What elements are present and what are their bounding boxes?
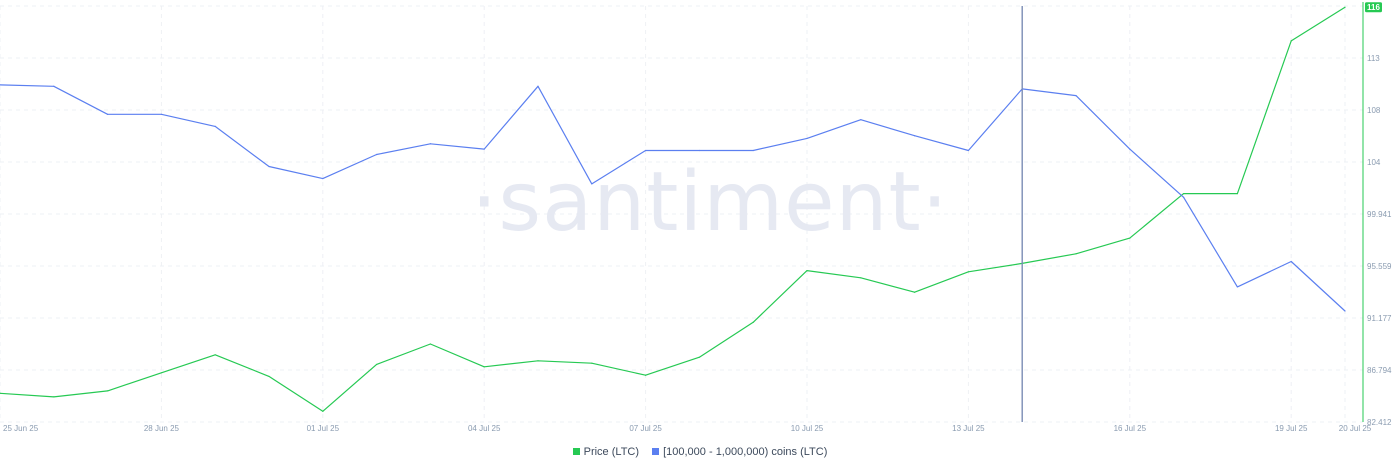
data-point-holders [806, 137, 808, 140]
data-point-holders [967, 149, 970, 152]
y-tick-label: 108 [1367, 106, 1381, 115]
data-point-holders [1075, 95, 1077, 97]
data-point-holders [860, 119, 862, 121]
data-point-holders [752, 149, 754, 152]
data-point-holders [1129, 148, 1131, 150]
current-price-badge: 116 [1365, 2, 1382, 13]
data-point-price [1129, 237, 1131, 239]
data-point-holders [429, 143, 431, 145]
data-point-holders [214, 125, 216, 127]
data-point-holders [322, 177, 324, 180]
x-tick-label: 13 Jul 25 [952, 424, 985, 433]
data-point-holders [376, 153, 378, 156]
data-point-price [914, 291, 916, 293]
y-tick-label: 95.559 [1367, 262, 1392, 271]
y-tick-label: 104 [1367, 158, 1381, 167]
data-point-holders [107, 113, 109, 115]
grid [0, 5, 1363, 423]
data-point-price [0, 392, 1, 394]
data-point-price [967, 271, 970, 273]
x-tick-label: 25 Jun 25 [3, 424, 39, 433]
data-point-holders [268, 165, 270, 168]
data-point-price [268, 375, 270, 378]
data-point-price [1344, 6, 1346, 8]
x-tick-label: 07 Jul 25 [629, 424, 662, 433]
data-point-price [322, 410, 324, 412]
legend: Price (LTC) [100,000 - 1,000,000) coins … [0, 446, 1400, 458]
data-point-holders [645, 149, 647, 152]
legend-swatch-price [572, 448, 580, 455]
current-price-badge-bg [1365, 2, 1382, 13]
data-point-price [860, 277, 862, 279]
y-tick-label: 86.794 [1367, 366, 1392, 375]
data-point-price [752, 321, 754, 323]
y-tick-label: 91.177 [1367, 314, 1392, 323]
data-point-price [806, 270, 808, 272]
data-point-price [698, 356, 701, 358]
y-tick-label: 82.412 [1367, 418, 1392, 427]
data-point-price [1183, 193, 1185, 195]
data-point-holders [591, 183, 593, 185]
data-point-price [591, 362, 593, 364]
data-point-price [1236, 193, 1238, 195]
data-point-price [53, 396, 55, 398]
legend-item-price[interactable]: Price (LTC) [572, 446, 640, 458]
legend-label-holders: [100,000 - 1,000,000) coins (LTC) [663, 446, 828, 458]
y-tick-label: 99.941 [1367, 210, 1392, 219]
data-point-price [483, 366, 485, 368]
x-tick-label: 01 Jul 25 [307, 424, 340, 433]
data-point-price [1075, 253, 1077, 255]
data-point-price [376, 363, 378, 366]
data-point-price [214, 354, 216, 356]
data-point-holders [1290, 260, 1292, 263]
data-point-holders [1236, 286, 1238, 288]
x-tick-label: 28 Jun 25 [144, 424, 180, 433]
x-tick-label: 16 Jul 25 [1114, 424, 1147, 433]
x-tick-label: 04 Jul 25 [468, 424, 501, 433]
series-line-price [0, 6, 1346, 412]
current-price-label: 116 [1367, 3, 1380, 12]
legend-swatch-holders [652, 448, 660, 455]
plot-area [0, 6, 1346, 412]
legend-item-holders[interactable]: [100,000 - 1,000,000) coins (LTC) [652, 446, 827, 458]
series-line-holders [0, 84, 1346, 312]
data-point-price [429, 343, 431, 345]
data-point-holders [1344, 310, 1346, 312]
data-point-holders [698, 149, 701, 152]
data-point-holders [0, 84, 1, 86]
data-point-price [1290, 40, 1292, 42]
data-point-holders [914, 135, 916, 137]
data-point-price [645, 374, 647, 376]
data-point-price [107, 390, 109, 392]
x-tick-label: 10 Jul 25 [791, 424, 824, 433]
x-axis-ticks: 25 Jun 25 28 Jun 25 01 Jul 25 04 Jul 25 07 J… [3, 424, 1372, 433]
data-point-holders [483, 148, 485, 150]
y-tick-label: 113 [1367, 54, 1380, 63]
x-tick-label: 20 Jul 25 [1339, 424, 1372, 433]
legend-label-price: Price (LTC) [583, 446, 640, 458]
santiment-watermark: ·santiment· [471, 155, 948, 250]
x-tick-label: 19 Jul 25 [1275, 424, 1308, 433]
data-point-price [537, 360, 539, 362]
data-point-holders [1183, 196, 1185, 198]
y-axis-ticks: 11711310810499.94195.55991.17786.79482.4… [1367, 2, 1392, 427]
chart: ·santiment· 25 Jun 25 28 Jun 25 01 Jul 25 0… [0, 2, 1392, 433]
data-point-holders [53, 85, 55, 87]
data-point-holders [160, 113, 162, 115]
data-point-price [160, 372, 162, 374]
data-point-holders [537, 85, 539, 87]
